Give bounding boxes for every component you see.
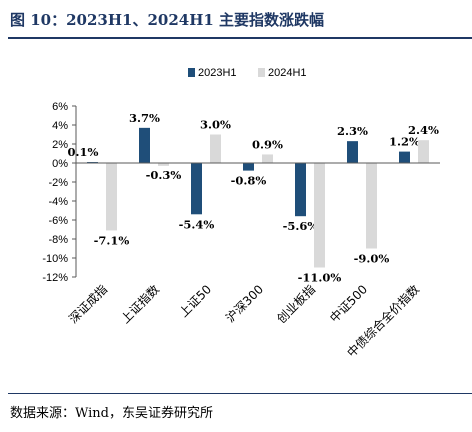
bar-2023H1-4 [295, 163, 306, 217]
bar-2024H1-4 [314, 163, 325, 268]
data-label-2024H1-4: -11.0% [298, 271, 342, 285]
bar-2023H1-3 [243, 163, 254, 171]
title-divider [8, 37, 472, 39]
bar-2024H1-3 [262, 154, 273, 163]
y-tick-label: 0% [52, 158, 68, 170]
y-tick-label: -4% [48, 196, 68, 208]
bar-2023H1-6 [399, 151, 410, 163]
data-label-2023H1-4: -5.6% [283, 219, 319, 233]
figure-title: 图 10：2023H1、2024H1 主要指数涨跌幅 [10, 11, 325, 29]
figure-title-area: 图 10：2023H1、2024H1 主要指数涨跌幅 [8, 4, 472, 39]
category-label-5: 中证500 [326, 282, 370, 326]
data-label-2024H1-2: 3.0% [200, 118, 231, 132]
bar-chart: 2023H1 2024H1 6% 4% 2% 0% -2% -4% -6% -8% -10% -12%… [42, 67, 440, 360]
legend-label-2023H1: 2023H1 [198, 67, 237, 79]
data-label-2024H1-0: -7.1% [94, 233, 130, 247]
category-label-3: 沪深300 [223, 282, 266, 325]
source-note: 数据来源：Wind，东吴证券研究所 [10, 406, 213, 421]
data-label-2023H1-0: 0.1% [68, 145, 99, 159]
data-label-2023H1-1: 3.7% [129, 111, 160, 125]
bar-2024H1-5 [366, 163, 377, 249]
y-tick-label: 2% [52, 139, 68, 151]
data-label-2023H1-2: -5.4% [179, 217, 215, 231]
bar-2023H1-1 [139, 127, 150, 163]
legend-swatch-2023H1 [188, 68, 195, 77]
data-label-2024H1-6: 2.4% [408, 123, 439, 137]
data-label-2023H1-6: 1.2% [389, 135, 420, 149]
bar-2024H1-1 [158, 163, 169, 166]
bar-2024H1-2 [210, 134, 221, 163]
data-label-2024H1-1: -0.3% [146, 168, 182, 182]
legend-swatch-2024H1 [258, 68, 265, 77]
y-tick-label: -6% [48, 215, 68, 227]
bar-2024H1-6 [418, 140, 429, 163]
y-tick-label: -2% [48, 177, 68, 189]
y-tick-label: -10% [42, 253, 68, 265]
category-label-4: 创业板指 [274, 282, 319, 327]
category-label-0: 深证成指 [66, 282, 111, 327]
bar-2023H1-5 [347, 141, 358, 163]
category-label-1: 上证指数 [118, 282, 163, 327]
y-tick-label: -12% [42, 272, 68, 284]
legend-label-2024H1: 2024H1 [268, 67, 307, 79]
data-label-2024H1-3: 0.9% [252, 137, 283, 151]
source-divider [8, 393, 472, 394]
data-label-2024H1-5: -9.0% [354, 252, 390, 266]
bar-2024H1-0 [106, 163, 117, 231]
category-label-2: 上证50 [176, 282, 214, 320]
y-tick-label: 4% [52, 120, 68, 132]
y-tick-label: -8% [48, 234, 68, 246]
y-tick-label: 6% [52, 101, 68, 113]
data-label-2023H1-5: 2.3% [337, 124, 368, 138]
data-label-2023H1-3: -0.8% [231, 174, 267, 188]
bar-2023H1-2 [191, 163, 202, 215]
